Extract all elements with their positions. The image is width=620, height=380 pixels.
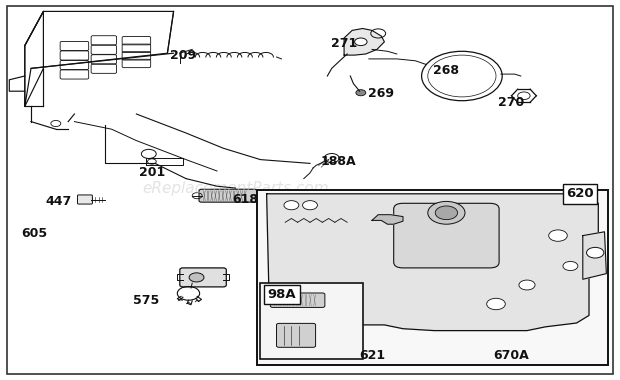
Text: 447: 447 <box>46 195 72 208</box>
FancyBboxPatch shape <box>277 323 316 347</box>
Text: 188A: 188A <box>320 155 356 168</box>
Text: 670A: 670A <box>494 349 529 362</box>
Text: 269: 269 <box>368 87 394 100</box>
Circle shape <box>356 90 366 96</box>
Circle shape <box>549 230 567 241</box>
Text: 270: 270 <box>498 96 525 109</box>
Circle shape <box>519 280 535 290</box>
Text: 605: 605 <box>21 227 47 240</box>
Text: 575: 575 <box>133 294 159 307</box>
Text: 618: 618 <box>232 193 258 206</box>
FancyBboxPatch shape <box>180 268 226 287</box>
Circle shape <box>587 247 604 258</box>
Text: eReplacementParts.com: eReplacementParts.com <box>142 180 329 196</box>
FancyBboxPatch shape <box>394 203 499 268</box>
Circle shape <box>487 298 505 310</box>
FancyBboxPatch shape <box>270 293 325 307</box>
Text: 620: 620 <box>566 187 593 200</box>
Polygon shape <box>267 194 598 331</box>
FancyBboxPatch shape <box>199 189 257 202</box>
Text: 201: 201 <box>139 166 165 179</box>
Text: 268: 268 <box>433 64 459 77</box>
Circle shape <box>563 261 578 271</box>
Text: 621: 621 <box>359 349 385 362</box>
Circle shape <box>303 201 317 210</box>
Polygon shape <box>372 215 403 224</box>
Circle shape <box>355 38 367 46</box>
Circle shape <box>435 206 458 220</box>
Polygon shape <box>583 232 606 279</box>
Text: 98A: 98A <box>268 288 296 301</box>
FancyBboxPatch shape <box>78 195 92 204</box>
Bar <box>257 190 608 365</box>
Circle shape <box>428 201 465 224</box>
Circle shape <box>189 273 204 282</box>
Polygon shape <box>344 28 384 55</box>
Text: 209: 209 <box>170 49 196 62</box>
Circle shape <box>284 201 299 210</box>
Bar <box>260 283 363 359</box>
Text: 271: 271 <box>331 37 357 50</box>
